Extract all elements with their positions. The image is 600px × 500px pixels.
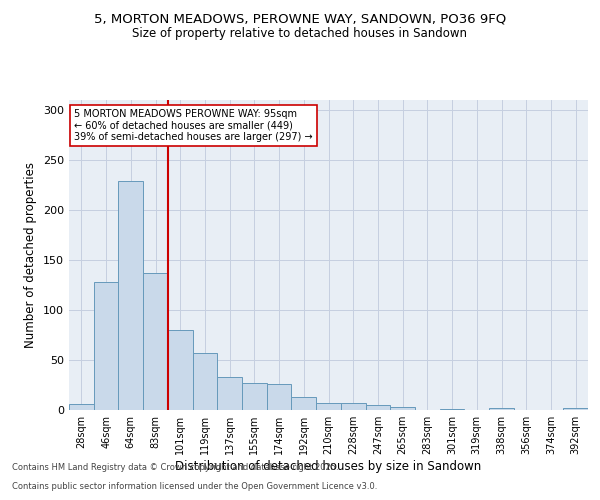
Bar bbox=[316, 403, 341, 410]
Text: 5, MORTON MEADOWS, PEROWNE WAY, SANDOWN, PO36 9FQ: 5, MORTON MEADOWS, PEROWNE WAY, SANDOWN,… bbox=[94, 12, 506, 26]
Bar bbox=[143, 273, 168, 410]
Bar bbox=[365, 405, 390, 410]
Bar bbox=[69, 404, 94, 410]
Bar bbox=[168, 330, 193, 410]
Bar bbox=[242, 383, 267, 410]
Bar bbox=[94, 282, 118, 410]
Text: Contains public sector information licensed under the Open Government Licence v3: Contains public sector information licen… bbox=[12, 482, 377, 491]
Y-axis label: Number of detached properties: Number of detached properties bbox=[25, 162, 37, 348]
Bar bbox=[292, 397, 316, 410]
X-axis label: Distribution of detached houses by size in Sandown: Distribution of detached houses by size … bbox=[175, 460, 482, 473]
Text: Size of property relative to detached houses in Sandown: Size of property relative to detached ho… bbox=[133, 28, 467, 40]
Bar bbox=[267, 384, 292, 410]
Text: 5 MORTON MEADOWS PEROWNE WAY: 95sqm
← 60% of detached houses are smaller (449)
3: 5 MORTON MEADOWS PEROWNE WAY: 95sqm ← 60… bbox=[74, 110, 313, 142]
Bar bbox=[193, 353, 217, 410]
Bar bbox=[217, 377, 242, 410]
Bar bbox=[341, 403, 365, 410]
Bar bbox=[118, 181, 143, 410]
Bar bbox=[563, 408, 588, 410]
Text: Contains HM Land Registry data © Crown copyright and database right 2025.: Contains HM Land Registry data © Crown c… bbox=[12, 464, 338, 472]
Bar bbox=[489, 408, 514, 410]
Bar bbox=[390, 407, 415, 410]
Bar bbox=[440, 409, 464, 410]
